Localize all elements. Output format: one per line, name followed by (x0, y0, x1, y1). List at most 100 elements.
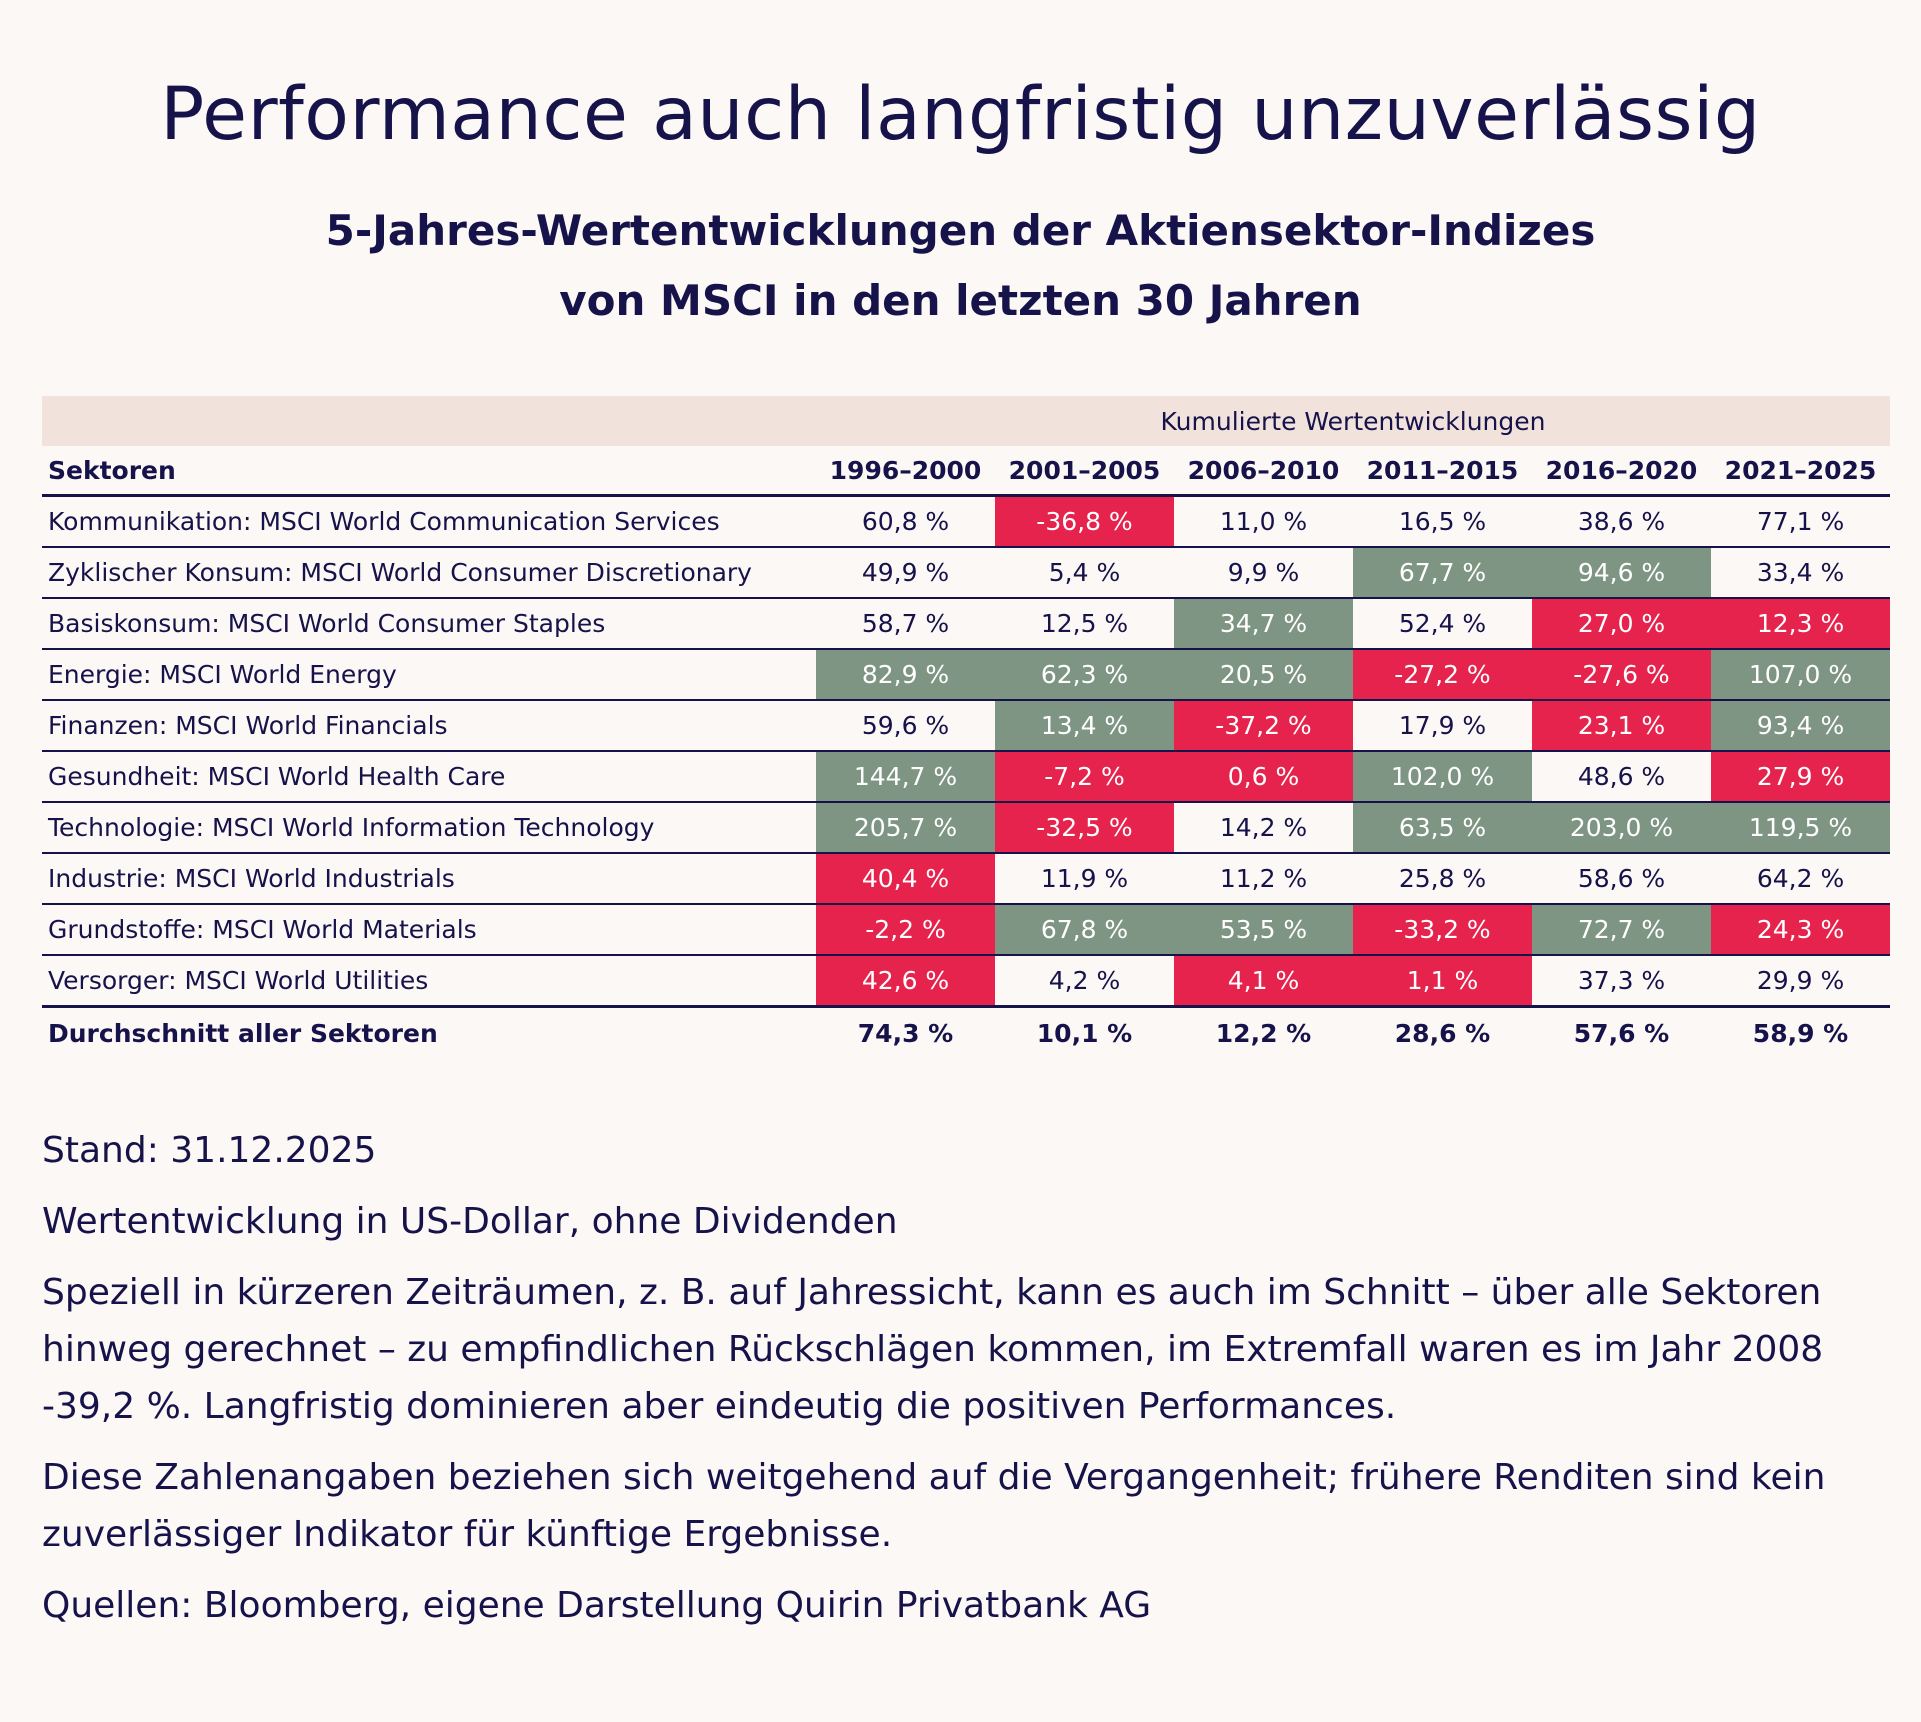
period-header: 2001–2005 (995, 446, 1174, 497)
performance-cell: 67,7 % (1353, 547, 1532, 599)
performance-cell: 27,9 % (1711, 751, 1891, 803)
footnotes: Stand: 31.12.2025 Wertentwicklung in US-… (42, 1122, 1862, 1648)
performance-cell: 94,6 % (1532, 547, 1711, 599)
sector-name: Technologie: MSCI World Information Tech… (42, 802, 816, 854)
average-label: Durchschnitt aller Sektoren (42, 1005, 816, 1058)
column-header-row: Sektoren 1996–2000 2001–2005 2006–2010 2… (42, 446, 1891, 497)
table-row: Industrie: MSCI World Industrials 40,4 % 1… (42, 853, 1891, 905)
performance-cell: -36,8 % (995, 495, 1174, 548)
performance-cell: 107,0 % (1711, 649, 1891, 701)
average-value: 74,3 % (816, 1005, 995, 1058)
performance-table-container: Kumulierte Wertentwicklungen Sektoren 19… (42, 396, 1891, 1058)
performance-cell: 58,7 % (816, 598, 995, 650)
performance-cell: 58,6 % (1532, 853, 1711, 905)
performance-cell: 67,8 % (995, 904, 1174, 956)
sector-name: Energie: MSCI World Energy (42, 649, 816, 701)
performance-cell: 4,2 % (995, 955, 1174, 1008)
performance-cell: 27,0 % (1532, 598, 1711, 650)
performance-cell: 38,6 % (1532, 495, 1711, 548)
performance-cell: 23,1 % (1532, 700, 1711, 752)
performance-cell: 42,6 % (816, 955, 995, 1008)
page-title: Performance auch langfristig unzuverläss… (160, 72, 1761, 157)
sector-name: Gesundheit: MSCI World Health Care (42, 751, 816, 803)
performance-cell: 14,2 % (1174, 802, 1353, 854)
performance-cell: -2,2 % (816, 904, 995, 956)
table-row: Grundstoffe: MSCI World Materials -2,2 % 6… (42, 904, 1891, 956)
band-label: Kumulierte Wertentwicklungen (816, 396, 1891, 446)
performance-cell: 11,0 % (1174, 495, 1353, 548)
table-row: Basiskonsum: MSCI World Consumer Staples… (42, 598, 1891, 650)
remark-note: Speziell in kürzeren Zeiträumen, z. B. a… (42, 1272, 1824, 1427)
table-row: Gesundheit: MSCI World Health Care 144,7 … (42, 751, 1891, 803)
table-row: Technologie: MSCI World Information Tech… (42, 802, 1891, 854)
performance-cell: 48,6 % (1532, 751, 1711, 803)
period-header: 2021–2025 (1711, 446, 1891, 497)
average-value: 10,1 % (995, 1005, 1174, 1058)
band-spacer (42, 396, 816, 446)
sector-name: Finanzen: MSCI World Financials (42, 700, 816, 752)
period-header: 2016–2020 (1532, 446, 1711, 497)
performance-cell: 33,4 % (1711, 547, 1891, 599)
subtitle-line-2: von MSCI in den letzten 30 Jahren (559, 276, 1362, 325)
average-row: Durchschnitt aller Sektoren 74,3 % 10,1 … (42, 1005, 1891, 1058)
period-header: 2011–2015 (1353, 446, 1532, 497)
performance-cell: 52,4 % (1353, 598, 1532, 650)
performance-cell: 77,1 % (1711, 495, 1891, 548)
performance-cell: 25,8 % (1353, 853, 1532, 905)
performance-cell: 0,6 % (1174, 751, 1353, 803)
stand-note: Stand: 31.12.2025 (42, 1130, 377, 1171)
average-value: 58,9 % (1711, 1005, 1891, 1058)
sector-name: Basiskonsum: MSCI World Consumer Staples (42, 598, 816, 650)
table-row: Energie: MSCI World Energy 82,9 % 62,3 % 20… (42, 649, 1891, 701)
performance-cell: 5,4 % (995, 547, 1174, 599)
performance-cell: 203,0 % (1532, 802, 1711, 854)
page-subtitle: 5-Jahres-Wertentwicklungen der Aktiensek… (0, 196, 1921, 336)
subtitle-line-1: 5-Jahres-Wertentwicklungen der Aktiensek… (325, 206, 1596, 255)
performance-cell: 1,1 % (1353, 955, 1532, 1008)
performance-cell: -27,6 % (1532, 649, 1711, 701)
table-row: Kommunikation: MSCI World Communication … (42, 495, 1891, 548)
average-value: 28,6 % (1353, 1005, 1532, 1058)
performance-cell: 93,4 % (1711, 700, 1891, 752)
performance-cell: -33,2 % (1353, 904, 1532, 956)
performance-cell: 40,4 % (816, 853, 995, 905)
performance-cell: 53,5 % (1174, 904, 1353, 956)
performance-cell: -32,5 % (995, 802, 1174, 854)
performance-cell: 37,3 % (1532, 955, 1711, 1008)
performance-cell: 9,9 % (1174, 547, 1353, 599)
currency-note: Wertentwicklung in US-Dollar, ohne Divid… (42, 1201, 898, 1242)
sector-column-header: Sektoren (42, 446, 816, 497)
average-value: 12,2 % (1174, 1005, 1353, 1058)
performance-cell: 4,1 % (1174, 955, 1353, 1008)
performance-cell: 20,5 % (1174, 649, 1353, 701)
performance-cell: 144,7 % (816, 751, 995, 803)
performance-cell: 13,4 % (995, 700, 1174, 752)
performance-cell: 82,9 % (816, 649, 995, 701)
performance-cell: 59,6 % (816, 700, 995, 752)
performance-cell: 62,3 % (995, 649, 1174, 701)
performance-cell: 11,2 % (1174, 853, 1353, 905)
performance-table: Kumulierte Wertentwicklungen Sektoren 19… (42, 396, 1891, 1058)
performance-cell: 60,8 % (816, 495, 995, 548)
performance-cell: 34,7 % (1174, 598, 1353, 650)
performance-cell: 16,5 % (1353, 495, 1532, 548)
performance-cell: 64,2 % (1711, 853, 1891, 905)
performance-cell: -37,2 % (1174, 700, 1353, 752)
sector-name: Kommunikation: MSCI World Communication … (42, 495, 816, 548)
performance-cell: 12,5 % (995, 598, 1174, 650)
disclaimer-note: Diese Zahlenangaben beziehen sich weitge… (42, 1457, 1826, 1555)
header-band: Kumulierte Wertentwicklungen (42, 396, 1891, 446)
table-row: Finanzen: MSCI World Financials 59,6 % 13,… (42, 700, 1891, 752)
sector-name: Grundstoffe: MSCI World Materials (42, 904, 816, 956)
period-header: 1996–2000 (816, 446, 995, 497)
performance-cell: 205,7 % (816, 802, 995, 854)
performance-cell: 17,9 % (1353, 700, 1532, 752)
performance-cell: -7,2 % (995, 751, 1174, 803)
performance-cell: 119,5 % (1711, 802, 1891, 854)
sector-name: Zyklischer Konsum: MSCI World Consumer D… (42, 547, 816, 599)
performance-cell: 63,5 % (1353, 802, 1532, 854)
table-body: Kommunikation: MSCI World Communication … (42, 495, 1891, 1058)
performance-cell: 11,9 % (995, 853, 1174, 905)
source-note: Quellen: Bloomberg, eigene Darstellung Q… (42, 1585, 1152, 1626)
sector-name: Versorger: MSCI World Utilities (42, 955, 816, 1008)
